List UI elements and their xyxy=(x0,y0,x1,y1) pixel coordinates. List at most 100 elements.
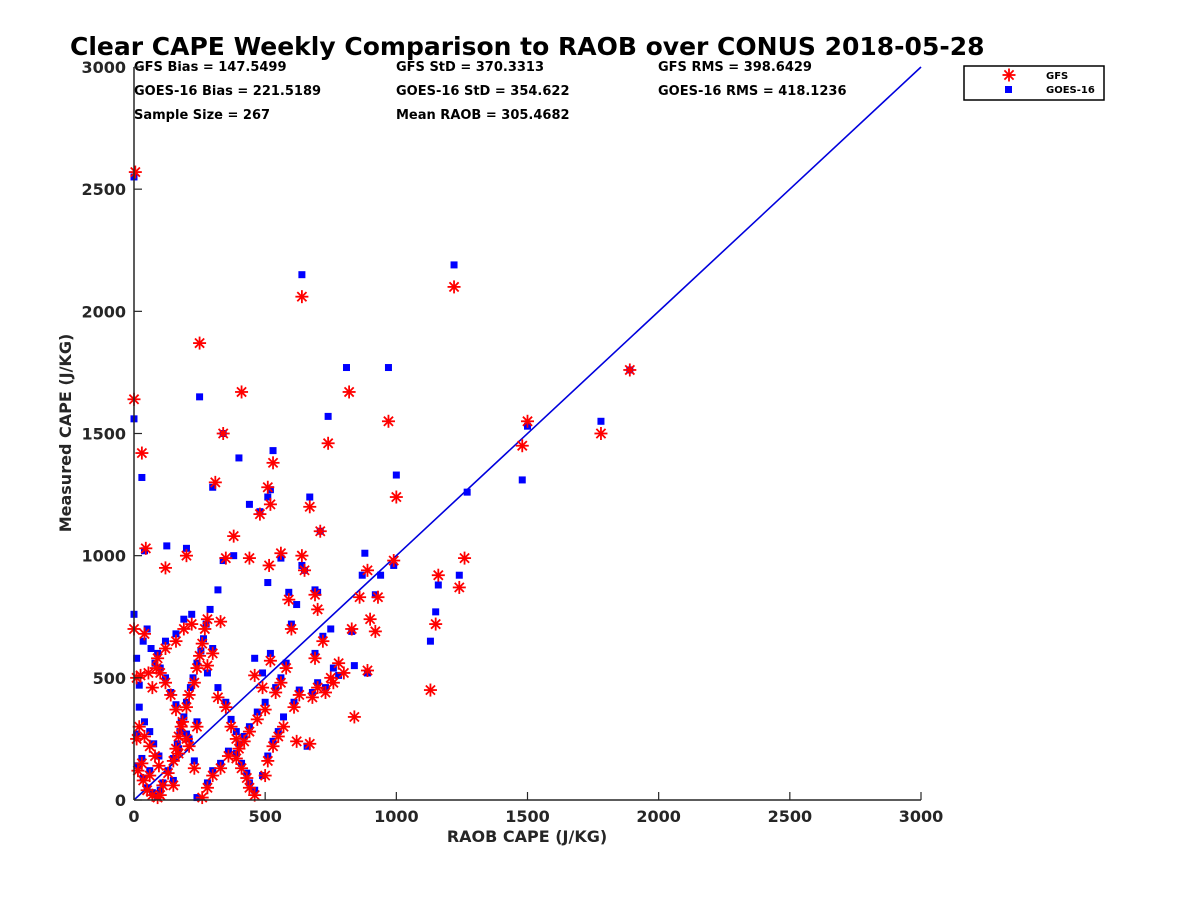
goes16-point xyxy=(214,684,222,692)
goes16-point xyxy=(180,615,188,623)
one-to-one-line xyxy=(133,66,922,801)
gfs-point xyxy=(353,590,367,604)
legend-goes-label: GOES-16 xyxy=(1046,85,1095,96)
goes16-point xyxy=(203,669,211,677)
goes16-point xyxy=(214,586,222,594)
goes16-point xyxy=(361,549,369,557)
gfs-point xyxy=(145,681,159,695)
gfs-point xyxy=(371,590,385,604)
goes16-point xyxy=(143,625,151,633)
gfs-point xyxy=(232,742,246,756)
gfs-point xyxy=(135,756,149,770)
mean-raob: Mean RAOB = 305.4682 xyxy=(396,108,570,123)
goes16-point xyxy=(298,271,306,279)
goes16-point xyxy=(197,647,205,655)
gfs-point xyxy=(187,761,201,775)
gfs-point xyxy=(387,554,401,568)
chart-title: Clear CAPE Weekly Comparison to RAOB ove… xyxy=(70,32,985,61)
gfs-point xyxy=(190,720,204,734)
goes-std: GOES-16 StD = 354.622 xyxy=(396,84,570,99)
x-tick-label: 1500 xyxy=(505,807,550,826)
gfs-point xyxy=(263,654,277,668)
gfs-point xyxy=(242,551,256,565)
gfs-point xyxy=(337,666,351,680)
gfs-point xyxy=(219,700,233,714)
goes16-point xyxy=(190,757,198,765)
gfs-point xyxy=(169,703,183,717)
goes16-point xyxy=(138,473,146,481)
gfs-point xyxy=(132,720,146,734)
gfs-point xyxy=(458,551,472,565)
goes16-point xyxy=(135,681,143,689)
legend: GFS GOES-16 xyxy=(963,65,1105,101)
gfs-bias: GFS Bias = 147.5499 xyxy=(134,60,287,75)
gfs-point xyxy=(128,165,142,179)
x-tick-label: 0 xyxy=(128,807,139,826)
gfs-point xyxy=(360,664,374,678)
gfs-point xyxy=(156,778,170,792)
gfs-point xyxy=(193,336,207,350)
gfs-point xyxy=(158,561,172,575)
goes16-point xyxy=(259,669,267,677)
goes16-point xyxy=(253,708,261,716)
y-tick-label: 0 xyxy=(115,791,126,810)
gfs-point xyxy=(235,385,249,399)
goes16-point xyxy=(135,703,143,711)
goes16-point xyxy=(180,713,188,721)
y-tick-label: 500 xyxy=(93,669,126,688)
goes16-point xyxy=(329,664,337,672)
statistics-annotations: GFS Bias = 147.5499 GFS StD = 370.3313 G… xyxy=(134,60,847,123)
goes16-point xyxy=(285,588,293,596)
legend-box xyxy=(963,65,1105,101)
goes16-point xyxy=(182,544,190,552)
gfs-point xyxy=(235,761,249,775)
gfs-std: GFS StD = 370.3313 xyxy=(396,60,544,75)
gfs-point xyxy=(216,427,230,440)
goes16-point xyxy=(298,561,306,569)
goes16-point xyxy=(146,728,154,736)
gfs-point xyxy=(136,773,150,787)
gfs-point xyxy=(158,642,172,656)
goes16-point xyxy=(235,454,243,462)
gfs-point xyxy=(258,769,272,783)
gfs-point xyxy=(143,769,157,783)
goes16-point xyxy=(324,412,332,420)
gfs-point xyxy=(298,563,312,577)
gfs-point xyxy=(182,688,196,702)
goes16-point xyxy=(597,417,605,425)
gfs-point xyxy=(284,622,298,636)
gfs-point xyxy=(282,593,296,607)
gfs-point xyxy=(295,549,309,563)
gfs-point xyxy=(198,622,212,636)
goes16-point xyxy=(264,493,272,501)
gfs-point xyxy=(166,754,180,768)
goes16-point xyxy=(450,261,458,269)
gfs-point xyxy=(256,681,270,695)
gfs-point xyxy=(179,700,193,714)
gfs-point xyxy=(200,612,214,626)
gfs-point xyxy=(179,549,193,563)
goes16-point xyxy=(392,471,400,479)
gfs-point xyxy=(242,781,256,795)
goes16-point xyxy=(163,542,171,550)
gfs-point xyxy=(515,439,529,453)
gfs-point xyxy=(303,737,317,751)
gfs-point xyxy=(324,671,338,685)
goes16-point xyxy=(306,493,314,501)
gfs-point xyxy=(316,634,330,648)
data-marks xyxy=(127,66,922,805)
goes16-point xyxy=(518,476,526,484)
goes16-point xyxy=(232,728,240,736)
gfs-point xyxy=(313,524,327,538)
goes16-point xyxy=(434,581,442,589)
gfs-point xyxy=(185,617,199,631)
gfs-point xyxy=(305,690,319,704)
gfs-point xyxy=(277,720,291,734)
gfs-point xyxy=(279,661,293,675)
goes16-point xyxy=(206,605,214,613)
goes16-point xyxy=(150,740,158,748)
y-tick-label: 1500 xyxy=(81,425,126,444)
gfs-point xyxy=(623,363,637,377)
gfs-asterisk xyxy=(1002,68,1016,82)
gfs-point xyxy=(200,781,214,795)
